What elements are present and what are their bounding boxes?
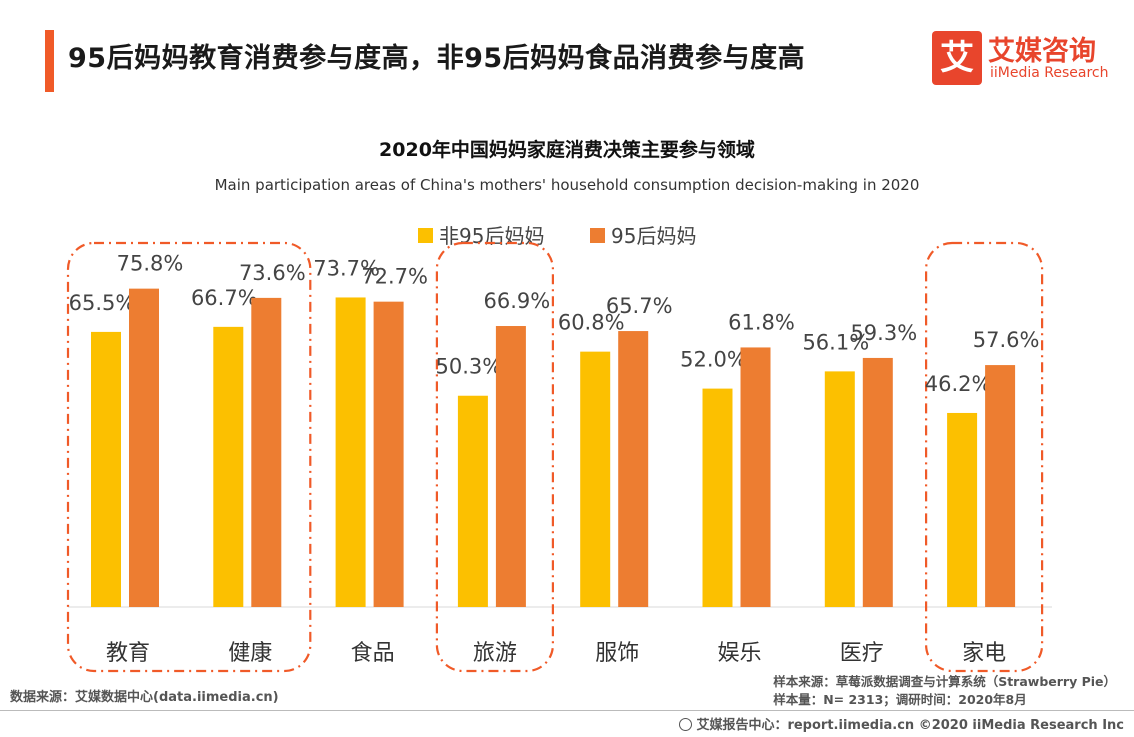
bar-1-5 <box>740 347 771 607</box>
bar-0-2 <box>335 297 366 607</box>
bar-0-4 <box>580 351 611 607</box>
headline-accent-bar <box>45 30 54 92</box>
footer-sample-size: 样本量：N= 2313；调研时间：2020年8月 <box>773 692 1027 707</box>
footer-data-source: 数据来源：艾媒数据中心(data.iimedia.cn) <box>10 690 279 705</box>
bar-0-7 <box>947 412 978 607</box>
footer-divider <box>0 710 1134 711</box>
data-label-1-2: 72.7% <box>361 265 428 289</box>
footer-copyright-text: 艾媒报告中心：report.iimedia.cn ©2020 iiMedia R… <box>696 718 1124 733</box>
highlight-box-0 <box>66 241 312 673</box>
category-label-4: 服饰 <box>595 641 639 666</box>
bar-1-7 <box>985 365 1016 607</box>
category-label-5: 娱乐 <box>717 641 761 666</box>
category-label-7: 家电 <box>962 641 1006 666</box>
data-label-1-4: 65.7% <box>606 294 673 318</box>
page-headline: 95后妈妈教育消费参与度高，非95后妈妈食品消费参与度高 <box>68 43 806 74</box>
legend-swatch-1 <box>590 228 605 243</box>
bar-0-3 <box>457 395 488 607</box>
data-label-0-0: 65.5% <box>69 291 136 315</box>
data-label-1-7: 57.6% <box>973 328 1040 352</box>
data-label-0-5: 52.0% <box>680 348 747 372</box>
data-label-1-0: 75.8% <box>117 252 184 276</box>
bar-0-0 <box>91 331 121 607</box>
bar-1-4 <box>618 331 649 607</box>
data-label-0-4: 60.8% <box>558 311 625 335</box>
logo-name-en: iiMedia Research <box>990 65 1109 81</box>
footer-sample-info: 样本来源：草莓派数据调查与计算系统（Strawberry Pie） 样本量：N=… <box>773 673 1116 709</box>
category-label-6: 医疗 <box>840 641 884 666</box>
legend-label-1: 95后妈妈 <box>611 224 696 248</box>
globe-icon <box>679 718 693 731</box>
data-label-1-6: 59.3% <box>850 321 917 345</box>
data-label-0-1: 66.7% <box>191 286 258 310</box>
bar-1-1 <box>251 297 282 607</box>
footer-copyright: 艾媒报告中心：report.iimedia.cn ©2020 iiMedia R… <box>679 714 1124 733</box>
bar-1-3 <box>495 326 526 607</box>
iimedia-logo: 艾 艾媒咨询 iiMedia Research <box>932 31 1122 87</box>
data-label-0-2: 73.7% <box>313 256 380 280</box>
data-label-1-5: 61.8% <box>728 310 795 334</box>
data-label-1-3: 66.9% <box>484 289 551 313</box>
chart-subtitle: Main participation areas of China's moth… <box>214 176 920 194</box>
category-label-2: 食品 <box>351 641 395 666</box>
highlight-box-2 <box>924 241 1044 673</box>
category-label-0: 教育 <box>106 641 150 666</box>
category-label-1: 健康 <box>228 641 272 666</box>
legend-swatch-0 <box>418 228 433 243</box>
logo-mark-icon: 艾 <box>932 31 982 85</box>
category-label-3: 旅游 <box>473 641 517 666</box>
data-label-0-7: 46.2% <box>925 372 992 396</box>
bar-1-0 <box>129 288 159 607</box>
logo-name-cn: 艾媒咨询 <box>988 36 1096 67</box>
data-label-0-6: 56.1% <box>802 330 869 354</box>
footer-sample-source: 样本来源：草莓派数据调查与计算系统（Strawberry Pie） <box>773 674 1116 689</box>
bar-1-2 <box>373 301 404 607</box>
data-label-0-3: 50.3% <box>436 355 503 379</box>
bar-0-6 <box>824 371 855 607</box>
bar-0-5 <box>702 388 733 607</box>
bar-0-1 <box>213 326 244 607</box>
highlight-box-1 <box>435 241 554 673</box>
bar-1-6 <box>862 357 893 607</box>
data-label-1-1: 73.6% <box>239 261 306 285</box>
chart-title: 2020年中国妈妈家庭消费决策主要参与领域 <box>379 139 755 161</box>
